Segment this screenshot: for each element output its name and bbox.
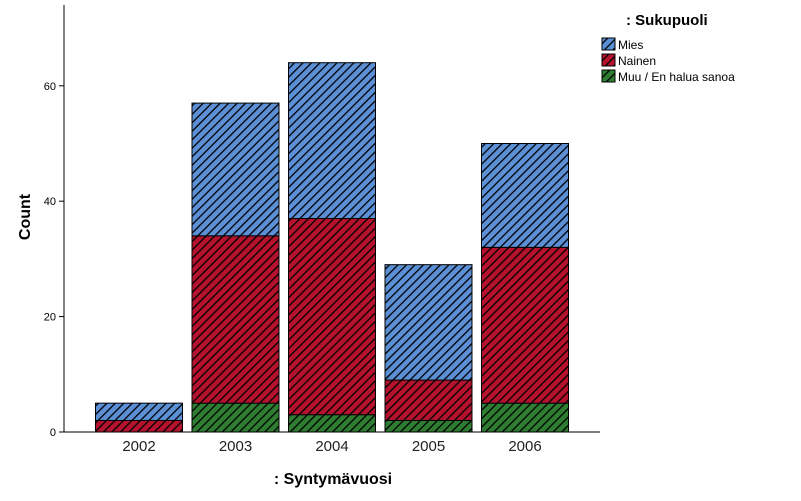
bar-segment [95, 419, 183, 433]
x-tick-labels: 2002 2003 2004 2005 2006 [122, 438, 541, 455]
bar-segment [95, 402, 183, 421]
legend-label: Muu / En halua sanoa [618, 70, 735, 84]
x-tick-label: 2006 [508, 438, 541, 455]
legend-swatch [601, 53, 616, 67]
x-tick-label: 2005 [412, 438, 445, 455]
bar-segment [481, 402, 569, 433]
legend-label: Nainen [618, 54, 656, 68]
y-axis-title: Count [17, 193, 34, 240]
y-tick-label: 20 [44, 312, 56, 324]
x-tick-label: 2003 [219, 438, 252, 455]
bar-segment [481, 142, 569, 248]
bars [95, 62, 569, 433]
legend-label: Mies [618, 38, 643, 52]
bar-segment [191, 102, 280, 237]
y-tick-label: 0 [50, 427, 56, 439]
bar-segment [288, 218, 376, 416]
bar-segment [191, 235, 280, 404]
bar-segment [481, 246, 569, 404]
legend-swatch [601, 69, 616, 83]
bar-segment [384, 264, 473, 381]
y-tick-label: 40 [44, 196, 56, 208]
plot-area: 0 20 40 60 2002 2003 2004 2005 2006 [44, 5, 600, 455]
y-ticks: 0 20 40 60 [44, 81, 64, 439]
bar-segment [384, 379, 473, 421]
legend-items: Mies Nainen Muu / En halua sanoa [601, 37, 735, 84]
bar-segment [288, 414, 376, 433]
x-tick-label: 2002 [122, 438, 155, 455]
x-tick-label: 2004 [315, 438, 348, 455]
x-axis-title: : Syntymävuosi [274, 471, 392, 488]
legend: : Sukupuoli Mies Nainen Muu / En halua san… [601, 12, 735, 84]
bar-segment [191, 402, 280, 433]
bar-segment [288, 62, 376, 220]
y-tick-label: 60 [44, 81, 56, 93]
legend-title: : Sukupuoli [626, 12, 708, 29]
legend-swatch [601, 37, 616, 51]
bar-segment [384, 419, 473, 433]
